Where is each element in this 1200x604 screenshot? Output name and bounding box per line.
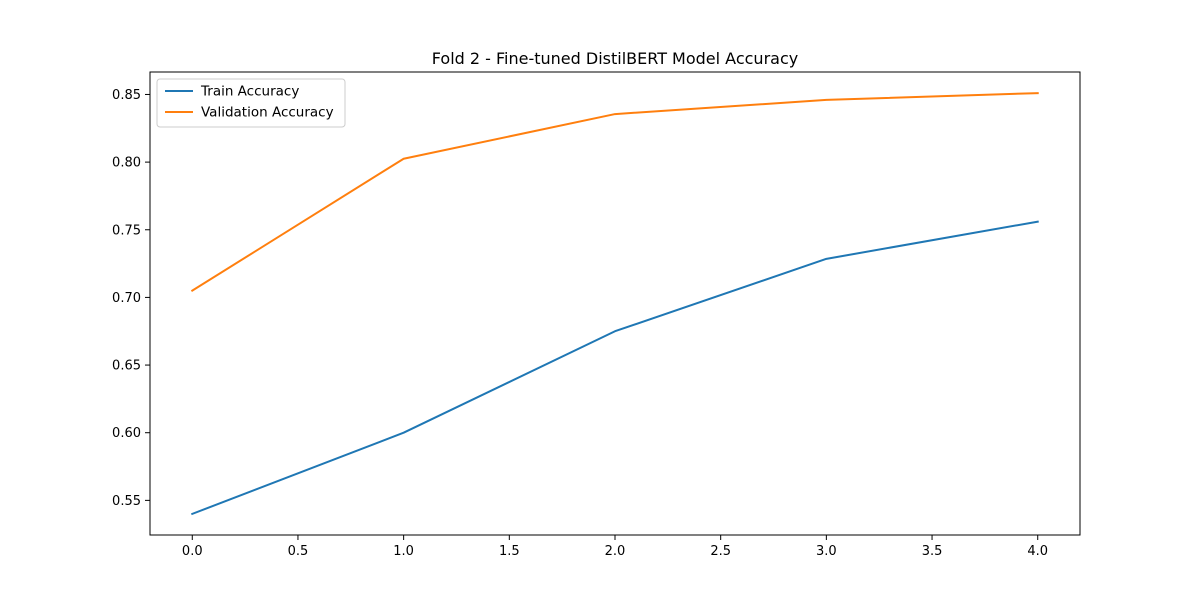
legend-label: Train Accuracy xyxy=(200,84,299,100)
plot-area xyxy=(149,71,1081,536)
series-line-1 xyxy=(190,220,1039,516)
series-line-2 xyxy=(190,92,1039,293)
x-axis: 0.0 0.5 1.0 1.5 2.0 2.5 3.0 3.5 4.0 xyxy=(182,535,1048,559)
y-tick-label: 0.55 xyxy=(112,494,141,509)
x-tick-label: 3.5 xyxy=(922,544,943,559)
x-tick-label: 1.0 xyxy=(393,544,414,559)
y-tick-label: 0.65 xyxy=(112,359,141,374)
y-tick-label: 0.75 xyxy=(112,223,141,238)
x-tick-label: 1.5 xyxy=(499,544,520,559)
x-tick-label: 3.0 xyxy=(816,544,837,559)
x-tick-label: 2.5 xyxy=(710,544,731,559)
y-tick-label: 0.85 xyxy=(112,88,141,103)
x-tick-label: 0.0 xyxy=(182,544,203,559)
legend: Train Accuracy Validation Accuracy xyxy=(156,78,346,128)
y-tick-label: 0.60 xyxy=(112,426,141,441)
x-tick-label: 4.0 xyxy=(1027,544,1048,559)
y-tick-label: 0.70 xyxy=(112,291,141,306)
x-tick-label: 2.0 xyxy=(605,544,626,559)
y-tick-label: 0.80 xyxy=(112,156,141,171)
y-axis: 0.55 0.60 0.65 0.70 0.75 0.80 0.85 xyxy=(112,88,150,509)
legend-box xyxy=(156,78,346,128)
chart-title: Fold 2 - Fine-tuned DistilBERT Model Acc… xyxy=(432,49,798,68)
series-group xyxy=(190,92,1039,516)
legend-label: Validation Accuracy xyxy=(201,105,334,121)
x-tick-label: 0.5 xyxy=(288,544,309,559)
